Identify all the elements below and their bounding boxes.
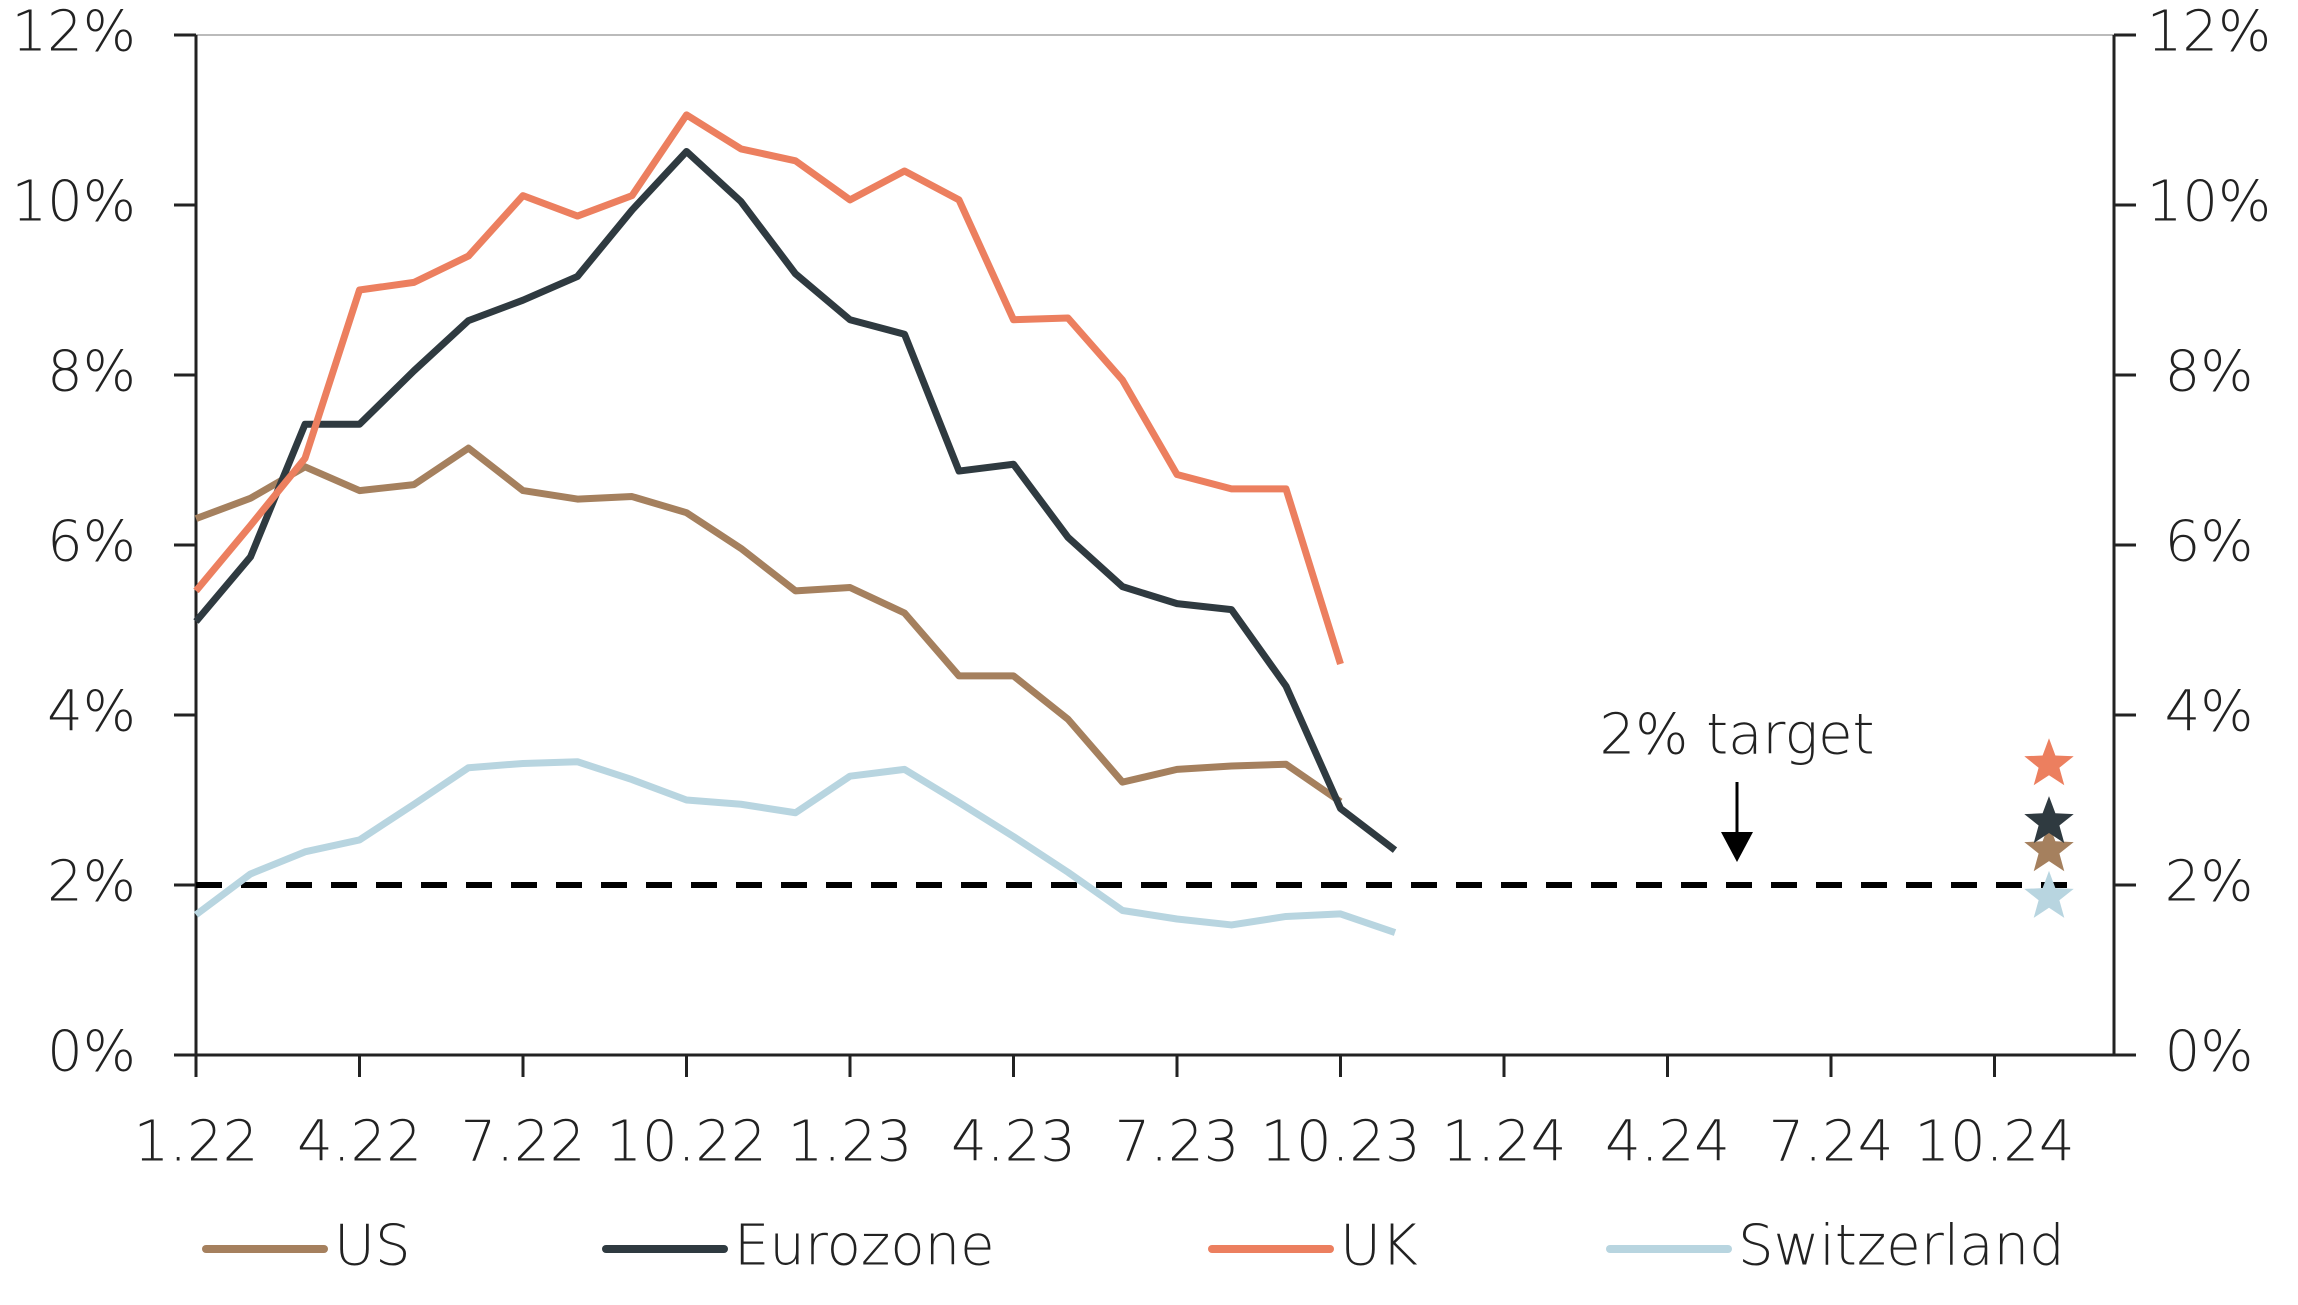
forecast-star	[2024, 870, 2074, 918]
annotation: 2% target	[1600, 702, 1875, 767]
x-tick-label: 7.23	[1115, 1109, 1240, 1174]
x-tick-label: 1.24	[1442, 1109, 1567, 1174]
x-tick-label: 4.23	[951, 1109, 1076, 1174]
y2-tick-label: 0%	[2165, 1019, 2254, 1084]
y2-tick-label: 2%	[2165, 849, 2254, 914]
y-tick-label: 2%	[47, 849, 136, 914]
x-tick-label: 10.23	[1260, 1109, 1420, 1174]
y2-tick-label: 10%	[2147, 169, 2271, 234]
y-tick-label: 10%	[12, 169, 136, 234]
x-tick-label: 4.22	[297, 1109, 422, 1174]
forecast-star	[2024, 738, 2074, 786]
legend-label: UK	[1340, 1213, 1418, 1278]
annotation-arrowhead	[1721, 832, 1753, 862]
y-tick-label: 6%	[47, 509, 136, 574]
legend-label: Eurozone	[734, 1213, 995, 1278]
x-tick-label: 10.24	[1914, 1109, 2074, 1174]
series-line	[193, 758, 1397, 936]
x-tick-label: 10.22	[606, 1109, 766, 1174]
y-tick-label: 0%	[47, 1019, 136, 1084]
y2-tick-label: 4%	[2165, 679, 2254, 744]
x-tick-label: 1.23	[788, 1109, 913, 1174]
series-line	[194, 444, 1343, 805]
x-tick-label: 7.22	[461, 1109, 586, 1174]
x-tick-label: 7.24	[1769, 1109, 1894, 1174]
x-tick-label: 4.24	[1605, 1109, 1730, 1174]
series-line	[193, 111, 1344, 666]
legend-label: US	[334, 1213, 411, 1278]
forecast-star	[2024, 796, 2074, 844]
y2-tick-label: 8%	[2165, 339, 2254, 404]
series-line	[193, 147, 1398, 853]
y-tick-label: 4%	[47, 679, 136, 744]
y-tick-label: 12%	[12, 0, 136, 64]
x-tick-label: 1.22	[134, 1109, 259, 1174]
y2-tick-label: 12%	[2147, 0, 2271, 64]
legend-label: Switzerland	[1738, 1213, 2065, 1278]
y-tick-label: 8%	[47, 339, 136, 404]
forecast-star	[2024, 824, 2074, 872]
y2-tick-label: 6%	[2165, 509, 2254, 574]
